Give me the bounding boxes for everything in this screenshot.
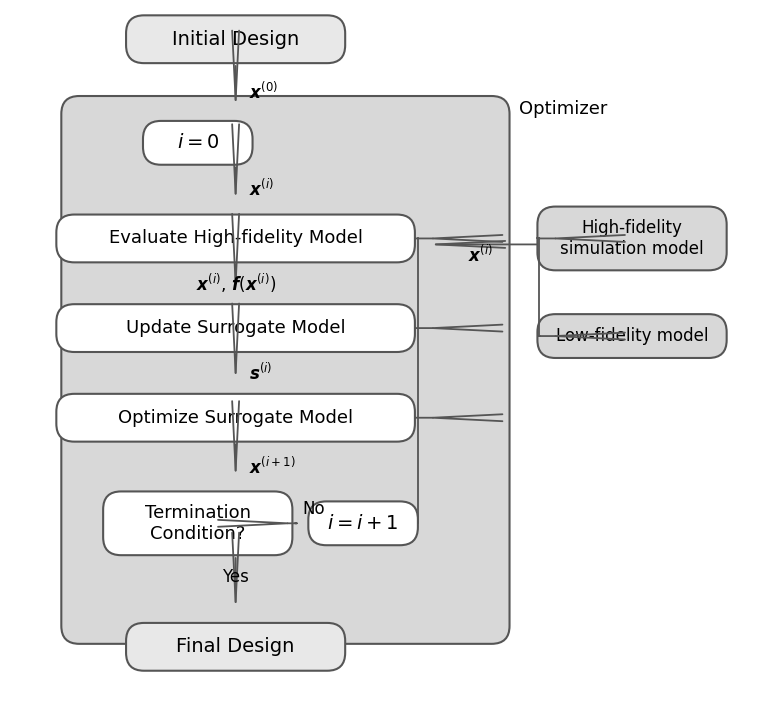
Text: Optimize Surrogate Model: Optimize Surrogate Model (118, 409, 353, 427)
FancyBboxPatch shape (126, 15, 345, 63)
FancyBboxPatch shape (103, 491, 292, 555)
FancyBboxPatch shape (61, 96, 510, 644)
FancyBboxPatch shape (143, 121, 253, 165)
Text: Low-fidelity model: Low-fidelity model (556, 327, 709, 345)
Text: $i = i + 1$: $i = i + 1$ (327, 514, 399, 533)
Text: Optimizer: Optimizer (519, 100, 608, 118)
FancyBboxPatch shape (56, 394, 415, 442)
Text: $\boldsymbol{x}^{(i)},\,\boldsymbol{f}(\boldsymbol{x}^{(i)})$: $\boldsymbol{x}^{(i)},\,\boldsymbol{f}(\… (196, 272, 276, 295)
Text: $\boldsymbol{x}^{(i)}$: $\boldsymbol{x}^{(i)}$ (467, 245, 493, 266)
Text: Initial Design: Initial Design (172, 29, 299, 49)
Text: Yes: Yes (222, 568, 249, 586)
FancyBboxPatch shape (126, 623, 345, 671)
Text: No: No (302, 501, 325, 518)
Text: $\boldsymbol{s}^{(i)}$: $\boldsymbol{s}^{(i)}$ (248, 362, 272, 383)
Text: $\boldsymbol{x}^{(i+1)}$: $\boldsymbol{x}^{(i+1)}$ (248, 457, 295, 478)
Text: $i = 0$: $i = 0$ (177, 133, 219, 152)
FancyBboxPatch shape (537, 314, 727, 358)
Text: $\boldsymbol{x}^{(i)}$: $\boldsymbol{x}^{(i)}$ (248, 179, 273, 200)
Text: Final Design: Final Design (176, 637, 295, 656)
Text: $\boldsymbol{x}^{(0)}$: $\boldsymbol{x}^{(0)}$ (248, 81, 278, 102)
FancyBboxPatch shape (56, 215, 415, 262)
Text: Evaluate High-fidelity Model: Evaluate High-fidelity Model (109, 229, 363, 247)
FancyBboxPatch shape (56, 304, 415, 352)
FancyBboxPatch shape (309, 501, 418, 545)
Text: Termination
Condition?: Termination Condition? (145, 504, 251, 543)
FancyBboxPatch shape (537, 207, 727, 271)
Text: High-fidelity
simulation model: High-fidelity simulation model (560, 219, 704, 258)
Text: Update Surrogate Model: Update Surrogate Model (126, 319, 345, 337)
